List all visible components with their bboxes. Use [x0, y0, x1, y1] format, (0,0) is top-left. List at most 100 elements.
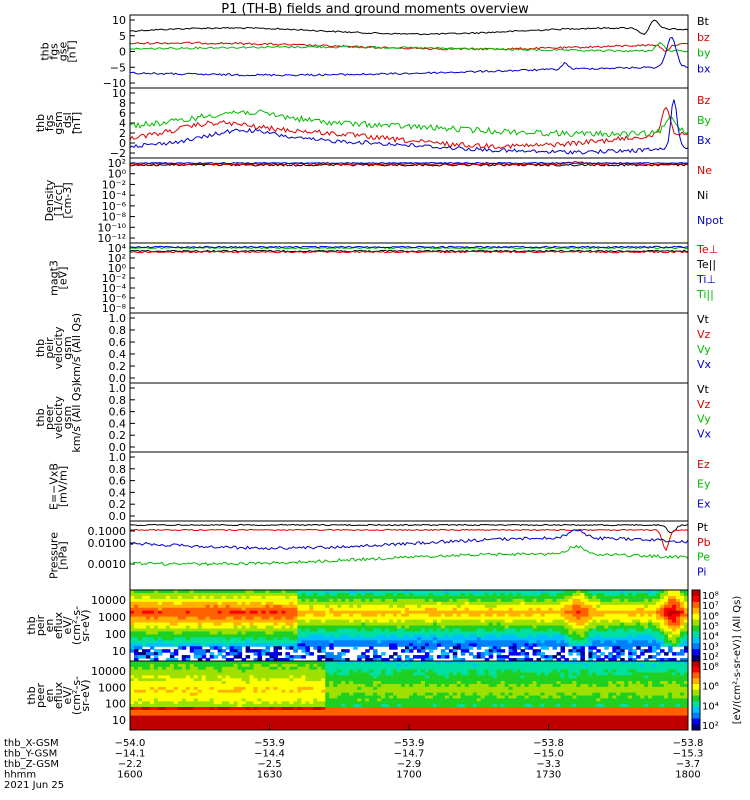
heatmap-cell — [345, 613, 350, 618]
heatmap-cell — [417, 601, 422, 606]
heatmap-cell — [612, 643, 617, 647]
heatmap-cell — [381, 718, 386, 722]
heatmap-cell — [201, 704, 207, 708]
heatmap-cell — [221, 655, 227, 659]
heatmap-cell — [476, 646, 482, 650]
heatmap-cell — [213, 616, 219, 621]
heatmap-cell — [225, 666, 231, 671]
heatmap-cell — [564, 590, 569, 594]
heatmap-cell — [305, 661, 310, 665]
heatmap-cell — [257, 698, 262, 702]
heatmap-cell — [353, 666, 358, 671]
series-By — [129, 109, 689, 138]
heatmap-cell — [377, 619, 382, 624]
heatmap-cell — [428, 610, 434, 615]
heatmap-cell — [173, 652, 179, 656]
heatmap-cell — [588, 622, 593, 626]
heatmap-cell — [261, 634, 266, 638]
legend-entry: Ti|| — [696, 288, 714, 301]
heatmap-cell — [157, 704, 163, 708]
heatmap-cell — [492, 590, 498, 594]
heatmap-cell — [397, 695, 402, 699]
heatmap-cell — [213, 727, 219, 731]
heatmap-cell — [381, 707, 386, 711]
heatmap-cell — [197, 709, 203, 714]
heatmap-cell — [656, 640, 661, 644]
heatmap-cell — [161, 689, 167, 694]
heatmap-cell — [145, 598, 151, 603]
heatmap-cell — [588, 655, 593, 659]
heatmap-cell — [488, 604, 494, 609]
heatmap-cell — [317, 616, 322, 621]
heatmap-cell — [500, 631, 506, 635]
heatmap-cell — [369, 658, 374, 662]
heatmap-cell — [680, 619, 685, 624]
heatmap-cell — [173, 643, 179, 647]
heatmap-cell — [177, 590, 183, 594]
heatmap-cell — [130, 704, 135, 708]
heatmap-cell — [417, 663, 422, 668]
heatmap-cell — [201, 622, 207, 626]
heatmap-cell — [197, 712, 203, 717]
heatmap-cell — [488, 595, 494, 600]
heatmap-cell — [668, 646, 673, 650]
heatmap-cell — [233, 628, 239, 632]
heatmap-cell — [405, 721, 410, 725]
heatmap-cell — [660, 640, 665, 644]
heatmap-cell — [460, 658, 466, 662]
heatmap-cell — [361, 681, 366, 685]
heatmap-cell — [365, 678, 370, 682]
heatmap-cell — [241, 675, 247, 679]
heatmap-cell — [333, 601, 338, 606]
heatmap-cell — [524, 607, 530, 612]
heatmap-cell — [177, 610, 183, 615]
heatmap-cell — [512, 619, 518, 624]
heatmap-cell — [385, 604, 390, 609]
heatmap-cell — [524, 593, 530, 597]
heatmap-cell — [648, 628, 653, 632]
heatmap-cell — [349, 669, 354, 673]
heatmap-cell — [313, 607, 318, 612]
heatmap-cell — [237, 701, 243, 705]
heatmap-cell — [281, 637, 286, 641]
series-by — [129, 41, 689, 53]
heatmap-cell — [197, 704, 203, 708]
heatmap-cell — [664, 601, 669, 606]
heatmap-cell — [325, 724, 330, 728]
heatmap-cell — [181, 712, 187, 717]
heatmap-cell — [612, 637, 617, 641]
heatmap-cell — [468, 631, 474, 635]
heatmap-cell — [138, 678, 143, 682]
heatmap-cell — [428, 640, 434, 644]
heatmap-cell — [301, 640, 306, 644]
heatmap-cell — [385, 598, 390, 603]
heatmap-cell — [504, 613, 510, 618]
heatmap-cell — [138, 695, 143, 699]
heatmap-cell — [193, 678, 199, 682]
heatmap-cell — [145, 613, 151, 618]
heatmap-cell — [130, 686, 135, 691]
heatmap-cell — [273, 681, 278, 685]
heatmap-cell — [576, 616, 581, 621]
heatmap-cell — [225, 610, 231, 615]
heatmap-cell — [357, 628, 362, 632]
heatmap-cell — [153, 686, 159, 691]
heatmap-cell — [293, 709, 298, 714]
heatmap-cell — [532, 593, 538, 597]
heatmap-cell — [233, 666, 239, 671]
heatmap-cell — [640, 649, 645, 653]
heatmap-cell — [261, 628, 266, 632]
heatmap-cell — [201, 593, 207, 597]
heatmap-cell — [648, 622, 653, 626]
heatmap-cell — [452, 604, 458, 609]
heatmap-cell — [329, 692, 334, 696]
heatmap-cell — [428, 628, 434, 632]
heatmap-cell — [321, 701, 326, 705]
heatmap-cell — [257, 721, 262, 725]
heatmap-cell — [544, 616, 549, 621]
heatmap-cell — [209, 595, 215, 600]
heatmap-cell — [245, 634, 251, 638]
heatmap-cell — [138, 663, 143, 668]
heatmap-cell — [193, 590, 199, 594]
legend-entry: Bt — [697, 15, 710, 28]
